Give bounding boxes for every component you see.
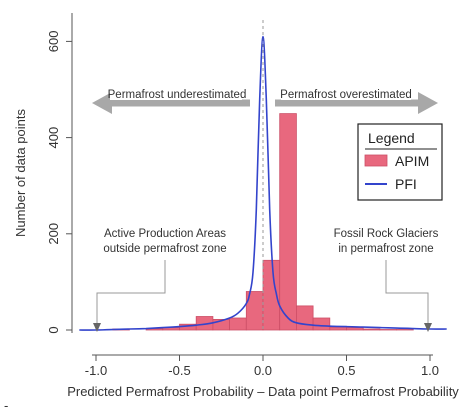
y-tick-label: 0	[46, 326, 61, 333]
histogram-bar	[229, 317, 247, 331]
y-axis-title: Number of data points	[13, 109, 28, 237]
x-tick-label: 0.0	[254, 363, 272, 378]
histogram-bar	[346, 327, 364, 331]
callout-right-line1: Fossil Rock Glaciers	[334, 228, 439, 240]
legend-label-pfi: PFI	[395, 176, 417, 192]
callout-left-line2: outside permafrost zone	[103, 243, 226, 255]
y-tick-label: 400	[46, 127, 61, 149]
legend: Legend APIM PFI	[357, 123, 443, 201]
callout-right-line2: in permafrost zone	[338, 243, 433, 255]
histogram-bar	[379, 329, 397, 331]
arrow-overestimated: Permafrost overestimated	[275, 86, 438, 114]
legend-swatch-apim	[364, 154, 388, 167]
y-tick-label: 600	[46, 31, 61, 53]
y-ticks: 0 200 400 600	[46, 31, 72, 334]
callout-left-line1: Active Production Areas	[104, 228, 226, 240]
histogram-bar	[329, 326, 347, 331]
x-tick-label: 1.0	[421, 363, 439, 378]
pfi-density-line	[79, 35, 447, 331]
arrow-underestimated: Permafrost underestimated	[92, 86, 250, 114]
overestimated-label: Permafrost overestimated	[280, 89, 412, 101]
y-tick-label: 200	[46, 223, 61, 245]
x-tick-label: -1.0	[85, 363, 107, 378]
histogram-bar	[362, 328, 381, 331]
legend-label-apim: APIM	[395, 153, 429, 169]
histogram-bar	[295, 305, 314, 331]
underestimated-label: Permafrost underestimated	[108, 89, 247, 101]
x-tick-label: 0.5	[337, 363, 355, 378]
x-tick-label: -0.5	[168, 363, 190, 378]
histogram-bar	[279, 113, 297, 331]
histogram-bar	[396, 329, 414, 331]
x-ticks: -1.0 -0.5 0.0 0.5 1.0	[85, 355, 439, 378]
callout-active-production-areas: Active Production Areas outside permafro…	[93, 228, 227, 332]
legend-title: Legend	[368, 130, 415, 146]
callout-fossil-rock-glaciers: Fossil Rock Glaciers in permafrost zone	[334, 228, 439, 332]
footer-mark: -	[4, 398, 8, 413]
histogram-bar	[312, 317, 331, 331]
x-axis-title: Predicted Permafrost Probability – Data …	[67, 384, 459, 399]
